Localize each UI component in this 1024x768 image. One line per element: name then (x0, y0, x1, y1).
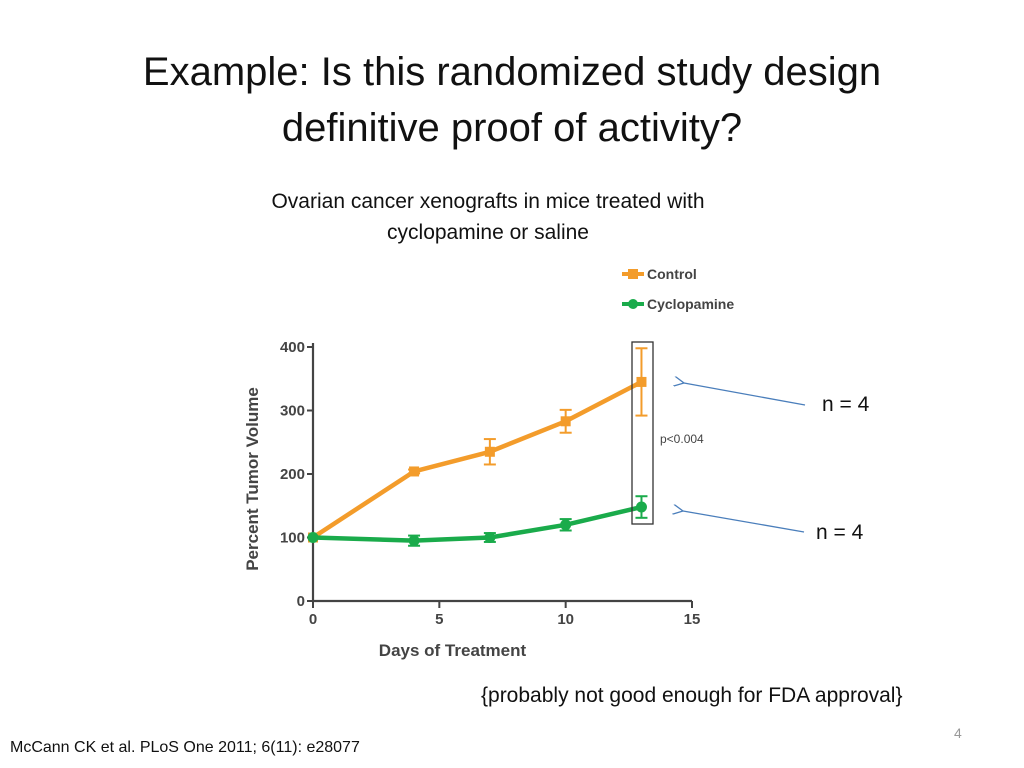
data-point (635, 501, 647, 513)
data-point (409, 466, 420, 477)
conclusion-caption: {probably not good enough for FDA approv… (481, 684, 903, 707)
x-tick-label: 15 (684, 611, 701, 628)
legend-marker (628, 269, 638, 279)
title-line-2: definitive proof of activity? (281, 106, 743, 150)
data-point (636, 376, 647, 387)
legend-item-control: Control (622, 266, 697, 282)
data-point (408, 535, 420, 547)
axes: 0 100 200 300 400 0 5 10 15 Days of Treatment Perc… (243, 339, 700, 660)
n-label-cyclopamine: n = 4 (816, 521, 864, 544)
x-tick-label: 0 (309, 611, 317, 628)
data-point (484, 446, 495, 457)
legend-label: Cyclopamine (647, 296, 734, 312)
series-cyclopamine (307, 495, 648, 547)
highlight-box (631, 341, 654, 525)
legend-label: Control (647, 266, 697, 282)
series (307, 347, 648, 547)
y-tick-label: 200 (280, 466, 305, 483)
legend-item-cyclopamine: Cyclopamine (622, 296, 734, 312)
y-tick-label: 100 (280, 530, 305, 547)
y-axis-label: Percent Tumor Volume (243, 387, 262, 571)
arrow-to-control (684, 383, 806, 406)
annotations: p<0.004 (631, 341, 806, 533)
x-tick-label: 5 (435, 611, 443, 628)
y-tick-label: 0 (297, 593, 305, 610)
legend-marker (628, 299, 638, 309)
arrow-to-cyclopamine (683, 511, 805, 533)
x-axis-label: Days of Treatment (379, 641, 527, 660)
data-point (307, 532, 319, 543)
y-tick-label: 400 (280, 339, 305, 356)
legend: Control Cyclopamine (622, 266, 734, 312)
n-label-control: n = 4 (822, 393, 870, 416)
slide-title: Example: Is this randomized study design… (0, 44, 1024, 156)
data-point (484, 532, 496, 543)
citation: McCann CK et al. PLoS One 2011; 6(11): e… (10, 739, 360, 756)
chart-subtitle: Ovarian cancer xenografts in mice treate… (228, 186, 748, 248)
series-line (312, 504, 642, 543)
page-number: 4 (954, 725, 962, 741)
title-line-1: Example: Is this randomized study design (142, 50, 882, 94)
p-value-label: p<0.004 (660, 432, 704, 446)
y-tick-label: 300 (280, 403, 305, 420)
subtitle-line-2: cyclopamine or saline (387, 221, 589, 244)
data-point (560, 519, 572, 531)
x-tick-label: 10 (557, 611, 574, 628)
subtitle-line-1: Ovarian cancer xenografts in mice treate… (271, 190, 705, 213)
series-control (308, 347, 648, 543)
data-point (560, 416, 571, 427)
series-line (311, 379, 643, 540)
